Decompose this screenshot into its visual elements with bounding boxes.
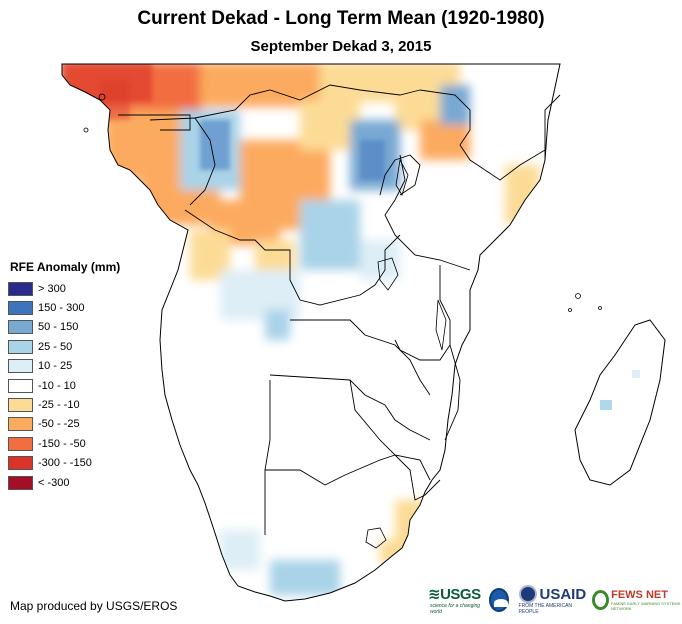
wet-zone: [200, 120, 230, 170]
legend-swatch: [8, 281, 33, 296]
legend-swatch: [8, 456, 33, 471]
islands: [83, 93, 602, 312]
wet-zone: [300, 200, 360, 270]
legend-swatch: [8, 320, 33, 335]
country-borders: [118, 84, 561, 535]
wet-zone: [360, 140, 385, 180]
legend-swatch: [8, 398, 33, 413]
legend-item: 150 - 300: [8, 298, 120, 317]
legend-swatch: [8, 475, 33, 490]
legend-title: RFE Anomaly (mm): [10, 260, 121, 274]
wet-zone: [220, 530, 260, 570]
legend-swatch: [8, 436, 33, 451]
legend-label: > 300: [38, 282, 66, 295]
legend-label: -25 - -10: [38, 399, 80, 412]
legend-swatch: [8, 417, 33, 432]
wet-zone: [360, 240, 400, 280]
credit-text: Map produced by USGS/EROS: [10, 599, 178, 613]
legend-item: > 300: [8, 279, 120, 298]
legend-label: < -300: [38, 476, 70, 489]
dry-zone: [100, 80, 130, 120]
legend-item: 50 - 150: [8, 318, 120, 337]
legend-label: 150 - 300: [38, 302, 85, 315]
legend-item: < -300: [8, 473, 120, 492]
wet-zone: [265, 310, 290, 340]
dry-zone: [255, 240, 295, 270]
usaid-logo: USAID FROM THE AMERICAN PEOPLE: [518, 585, 587, 615]
dry-zone: [380, 540, 405, 565]
legend-swatch: [8, 339, 33, 354]
legend-item: -50 - -25: [8, 415, 120, 434]
wet-zone: [270, 560, 340, 595]
map-subtitle: September Dekad 3, 2015: [250, 38, 432, 55]
legend-item: -300 - -150: [8, 454, 120, 473]
legend-swatch: [8, 359, 33, 374]
usaid-seal-icon: [518, 585, 537, 603]
madagascar: [574, 319, 666, 486]
legend-swatch: [8, 301, 33, 316]
dry-zone: [420, 120, 470, 160]
legend-item: 25 - 50: [8, 337, 120, 356]
legend-item: -10 - 10: [8, 376, 120, 395]
noaa-logo: [488, 588, 509, 612]
lakes: [365, 158, 447, 549]
legend-item: -150 - -50: [8, 434, 120, 453]
legend-label: -150 - -50: [38, 437, 86, 450]
usgs-logo: ≋ USGS science for a changing world: [428, 585, 481, 616]
legend-label: 50 - 150: [38, 321, 79, 334]
legend-label: -10 - 10: [38, 379, 76, 392]
legend-label: 10 - 25: [38, 360, 73, 373]
map-title: Current Dekad - Long Term Mean (1920-198…: [137, 8, 545, 29]
usgs-wave-icon: ≋: [428, 586, 441, 603]
dry-zone: [505, 165, 540, 225]
partner-logos: ≋ USGS science for a changing world USAID…: [428, 585, 682, 615]
legend-label: 25 - 50: [38, 340, 73, 353]
fewsnet-seal-icon: [592, 590, 610, 610]
legend-label: -50 - -25: [38, 418, 80, 431]
wet-zone: [600, 400, 612, 410]
legend-item: -25 - -10: [8, 395, 120, 414]
fewsnet-logo: FEWS NET FAMINE EARLY WARNING SYSTEMS NET…: [592, 589, 682, 611]
legend-swatch: [8, 378, 33, 393]
legend: RFE Anomaly (mm) > 300 150 - 300 50 - 15…: [8, 260, 120, 492]
legend-item: 10 - 25: [8, 357, 120, 376]
anomaly-fields: [62, 64, 540, 595]
legend-label: -300 - -150: [38, 457, 92, 470]
wet-zone: [632, 370, 640, 378]
